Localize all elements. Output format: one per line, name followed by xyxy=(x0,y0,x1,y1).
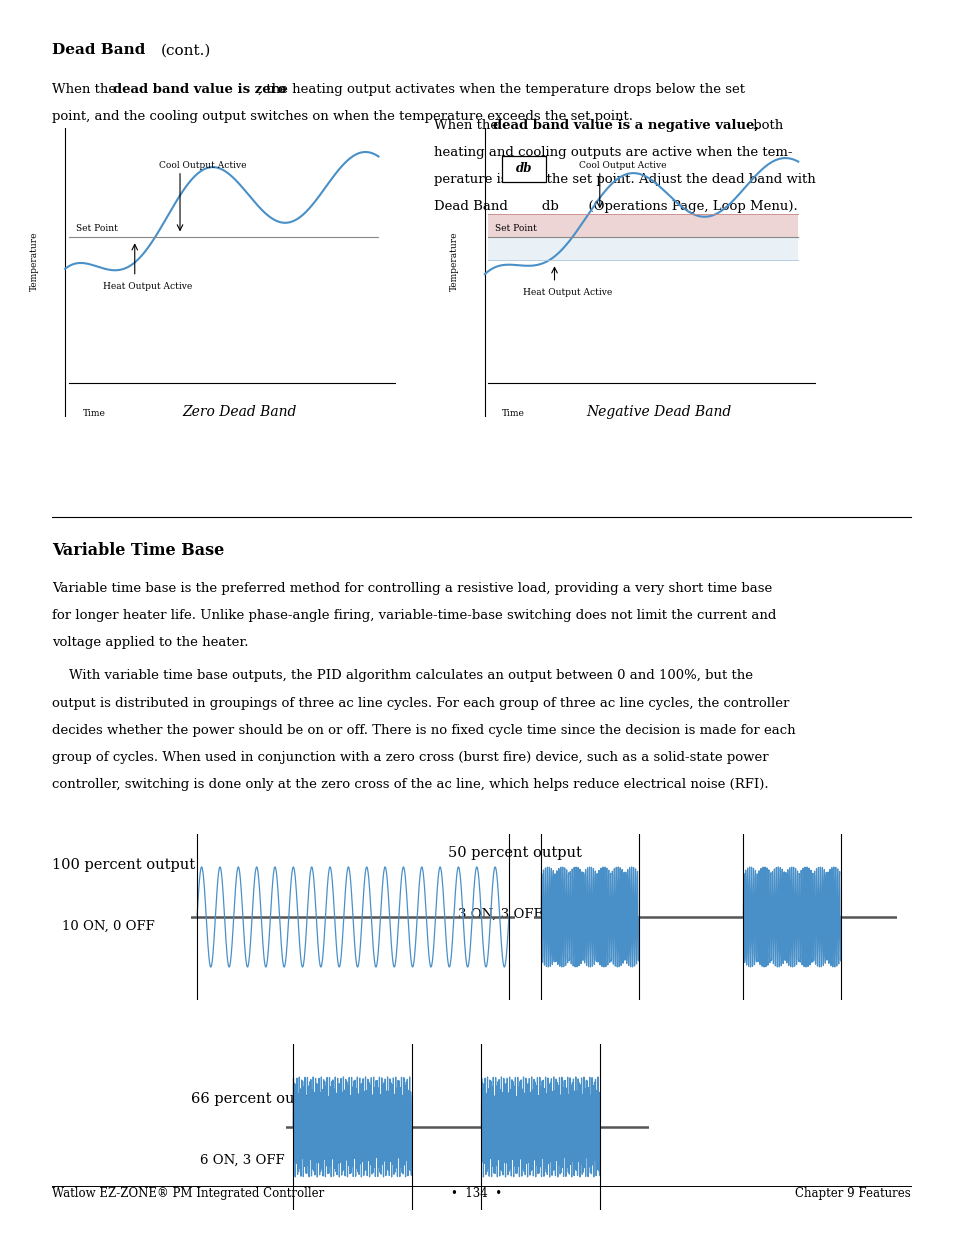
Text: Set Point: Set Point xyxy=(495,224,537,232)
Text: db: db xyxy=(515,162,532,175)
Text: Variable time base is the preferred method for controlling a resistive load, pro: Variable time base is the preferred meth… xyxy=(52,582,772,595)
Text: voltage applied to the heater.: voltage applied to the heater. xyxy=(52,636,249,650)
Text: dead band value is zero: dead band value is zero xyxy=(112,83,286,96)
Text: 10 ON, 0 OFF: 10 ON, 0 OFF xyxy=(62,920,154,934)
Text: When the: When the xyxy=(434,119,502,132)
Text: 100 percent output: 100 percent output xyxy=(52,858,195,872)
Text: Zero Dead Band: Zero Dead Band xyxy=(182,405,296,419)
Text: Dead Band: Dead Band xyxy=(52,43,146,57)
Text: 3 ON, 3 OFF: 3 ON, 3 OFF xyxy=(457,908,542,921)
Text: Heat Output Active: Heat Output Active xyxy=(103,282,193,290)
Text: heating and cooling outputs are active when the tem-: heating and cooling outputs are active w… xyxy=(434,146,792,159)
Text: controller, switching is done only at the zero cross of the ac line, which helps: controller, switching is done only at th… xyxy=(52,778,768,792)
Text: Time: Time xyxy=(82,409,105,417)
Text: •  134  •: • 134 • xyxy=(451,1187,502,1200)
Text: With variable time base outputs, the PID algorithm calculates an output between : With variable time base outputs, the PID… xyxy=(52,669,753,683)
Text: (cont.): (cont.) xyxy=(160,43,211,57)
Text: decides whether the power should be on or off. There is no fixed cycle time sinc: decides whether the power should be on o… xyxy=(52,724,795,737)
Text: Temperature: Temperature xyxy=(30,232,39,291)
Text: group of cycles. When used in conjunction with a zero cross (burst fire) device,: group of cycles. When used in conjunctio… xyxy=(52,751,768,764)
Text: 66 percent output: 66 percent output xyxy=(191,1092,324,1107)
Text: Dead Band        db       (Operations Page, Loop Menu).: Dead Band db (Operations Page, Loop Menu… xyxy=(434,200,797,214)
Text: for longer heater life. Unlike phase-angle firing, variable-time-base switching : for longer heater life. Unlike phase-ang… xyxy=(52,609,776,622)
Text: Chapter 9 Features: Chapter 9 Features xyxy=(795,1187,910,1200)
Text: perature is near the set point. Adjust the dead band with: perature is near the set point. Adjust t… xyxy=(434,173,815,186)
Text: 6 ON, 3 OFF: 6 ON, 3 OFF xyxy=(200,1153,285,1167)
Text: 50 percent output: 50 percent output xyxy=(448,846,581,860)
Text: dead band value is a negative value,: dead band value is a negative value, xyxy=(493,119,759,132)
Text: Cool Output Active: Cool Output Active xyxy=(578,161,666,169)
FancyBboxPatch shape xyxy=(501,156,545,182)
Text: , the heating output activates when the temperature drops below the set: , the heating output activates when the … xyxy=(257,83,743,96)
Text: Variable Time Base: Variable Time Base xyxy=(52,542,225,559)
Text: Temperature: Temperature xyxy=(450,232,458,291)
Text: Time: Time xyxy=(501,409,524,417)
Text: Negative Dead Band: Negative Dead Band xyxy=(586,405,731,419)
Text: output is distributed in groupings of three ac line cycles. For each group of th: output is distributed in groupings of th… xyxy=(52,697,789,710)
Text: point, and the cooling output switches on when the temperature exceeds the set p: point, and the cooling output switches o… xyxy=(52,110,633,124)
Text: both: both xyxy=(748,119,782,132)
Text: Cool Output Active: Cool Output Active xyxy=(159,161,247,169)
Text: Watlow EZ-ZONE® PM Integrated Controller: Watlow EZ-ZONE® PM Integrated Controller xyxy=(52,1187,324,1200)
Text: Set Point: Set Point xyxy=(75,224,117,232)
Text: Heat Output Active: Heat Output Active xyxy=(522,288,612,296)
Text: When the: When the xyxy=(52,83,121,96)
